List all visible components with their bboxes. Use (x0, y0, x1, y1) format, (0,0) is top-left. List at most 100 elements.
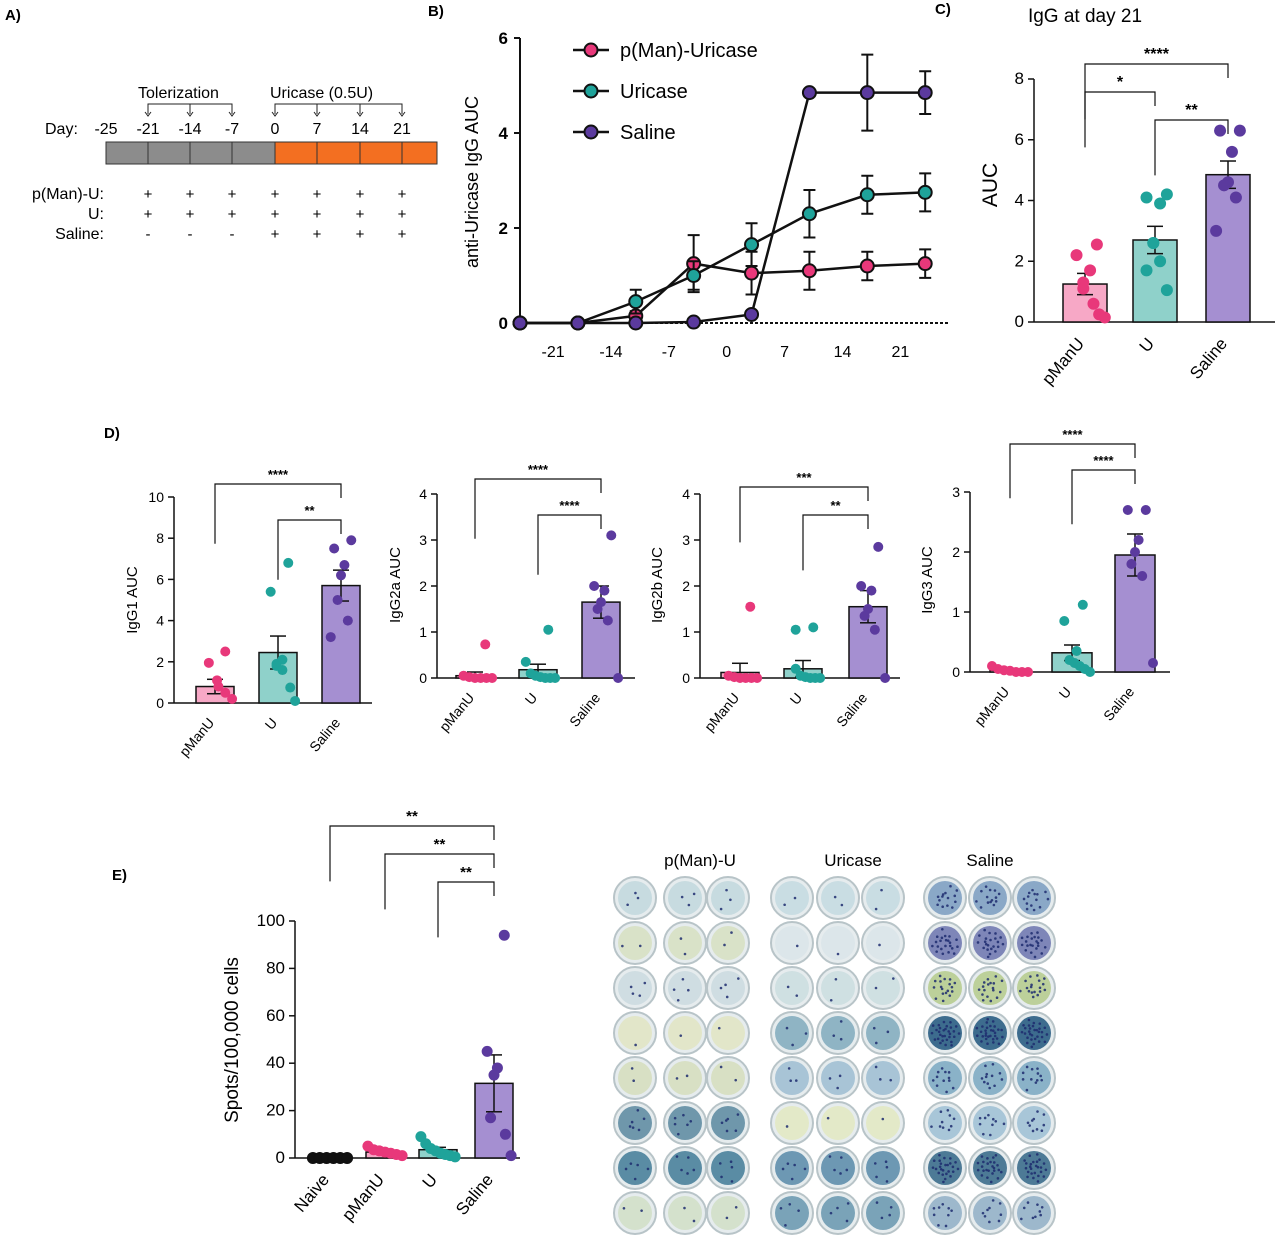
elispot-spot (885, 1165, 889, 1169)
elispot-spot (1043, 988, 1047, 992)
elispot-well (928, 1151, 962, 1185)
elispot-spot (1035, 1153, 1039, 1156)
b-data-point (744, 237, 760, 253)
c-dyn-data-point (1233, 124, 1246, 137)
d4-dyn-category-label: Saline (1100, 683, 1137, 723)
elispot-spot (986, 955, 990, 959)
elispot-spot (797, 1209, 800, 1212)
elispot-spot (1028, 1154, 1032, 1158)
c-dyn-data-point (1140, 191, 1153, 204)
well-group-label: p(Man)-U (664, 851, 736, 870)
elispot-spot (838, 1074, 842, 1078)
elispot-spot (629, 985, 633, 989)
elispot-spot (631, 1126, 635, 1129)
elispot-well (711, 1016, 745, 1050)
elispot-spot (932, 1213, 936, 1217)
d3-dyn-data-point (815, 673, 826, 683)
elispot-spot (679, 1034, 683, 1037)
elispot-spot (940, 936, 944, 940)
elispot-spot (977, 988, 981, 991)
e-dyn-significance-bracket (437, 881, 495, 938)
b-data-point (801, 206, 817, 222)
d1-dyn-y-tick-label: 10 (148, 489, 164, 505)
elispot-spot (836, 952, 840, 956)
b-x-tick-label: 7 (780, 344, 789, 361)
b-data-point (744, 265, 760, 281)
panel-label-a: A) (5, 7, 21, 24)
elispot-spot (984, 1029, 987, 1032)
elispot-spot (1028, 1027, 1032, 1030)
elispot-spot (676, 998, 680, 1002)
elispot-spot (932, 1159, 936, 1163)
elispot-well (866, 1061, 900, 1095)
elispot-spot (734, 1129, 738, 1133)
d2-dyn-category-label: U (522, 690, 541, 708)
elispot-spot (936, 895, 940, 899)
elispot-spot (987, 1113, 990, 1117)
elispot-spot (680, 895, 684, 899)
d1-dyn-data-point (332, 595, 343, 605)
elispot-spot (981, 1211, 985, 1215)
c-dyn-y-tick-label: 6 (1015, 130, 1024, 149)
d2-dyn-y-tick-label: 2 (419, 578, 427, 594)
elispot-spot (933, 979, 937, 983)
schedule-row-label: Saline: (55, 226, 104, 243)
elispot-spot (730, 1180, 734, 1183)
elispot-spot (630, 1067, 634, 1070)
elispot-spot (942, 1028, 946, 1032)
elispot-spot (1020, 936, 1024, 940)
elispot-spot (978, 1122, 982, 1126)
elispot-spot (935, 935, 939, 939)
e-dyn-category-label: U (419, 1170, 441, 1192)
d4-dyn-y-tick-label: 3 (952, 484, 960, 500)
elispot-spot (1036, 993, 1039, 997)
elispot-spot (874, 1041, 878, 1045)
dose-arrow-head (186, 111, 194, 117)
elispot-spot (937, 1224, 940, 1227)
d1-dyn-category-label: pManU (176, 715, 217, 760)
elispot-spot (1030, 931, 1033, 935)
c-dyn-data-point (1140, 264, 1153, 277)
elispot-spot (994, 1154, 998, 1157)
well-group-label: Saline (966, 851, 1013, 870)
elispot-well (866, 926, 900, 960)
d2-y-axis-label: IgG2a AUC (387, 547, 404, 623)
elispot-spot (1033, 1028, 1036, 1032)
elispot-spot (986, 1157, 989, 1160)
elispot-spot (1030, 1119, 1034, 1122)
d1-dyn-data-point (203, 657, 214, 668)
elispot-well (928, 881, 962, 915)
elispot-spot (833, 1168, 836, 1172)
elispot-spot (941, 905, 944, 908)
elispot-well (866, 1151, 900, 1185)
elispot-spot (1031, 995, 1035, 999)
elispot-spot (941, 999, 945, 1003)
elispot-spot (719, 1065, 723, 1069)
elispot-spot (1000, 1078, 1004, 1081)
d1-dyn-data-point (277, 665, 288, 676)
d1-dyn-data-point (342, 615, 353, 626)
elispot-well (668, 1016, 702, 1050)
b-data-point (801, 85, 817, 101)
elispot-spot (636, 1109, 640, 1112)
elispot-spot (931, 1024, 935, 1027)
e-dyn-data-point (341, 1152, 354, 1164)
elispot-spot (985, 1026, 989, 1030)
elispot-spot (1020, 943, 1024, 947)
d3-dyn-significance-label: *** (796, 470, 812, 485)
elispot-spot (957, 1032, 961, 1035)
elispot-spot (941, 1169, 945, 1172)
elispot-spot (948, 1114, 952, 1117)
elispot-well (711, 1151, 745, 1185)
c-dyn-y-tick-label: 2 (1015, 251, 1024, 270)
elispot-spot (1033, 1037, 1037, 1041)
elispot-spot (1030, 937, 1034, 940)
d1-dyn-data-point (265, 586, 276, 597)
d2-dyn-y-tick-label: 3 (419, 532, 427, 548)
d3-dyn-data-point (869, 624, 880, 635)
elispot-spot (638, 994, 642, 997)
b-x-tick-label: 21 (891, 344, 909, 361)
d2-dyn-significance-bracket (474, 478, 602, 539)
elispot-spot (975, 1026, 979, 1030)
elispot-spot (945, 1038, 949, 1042)
